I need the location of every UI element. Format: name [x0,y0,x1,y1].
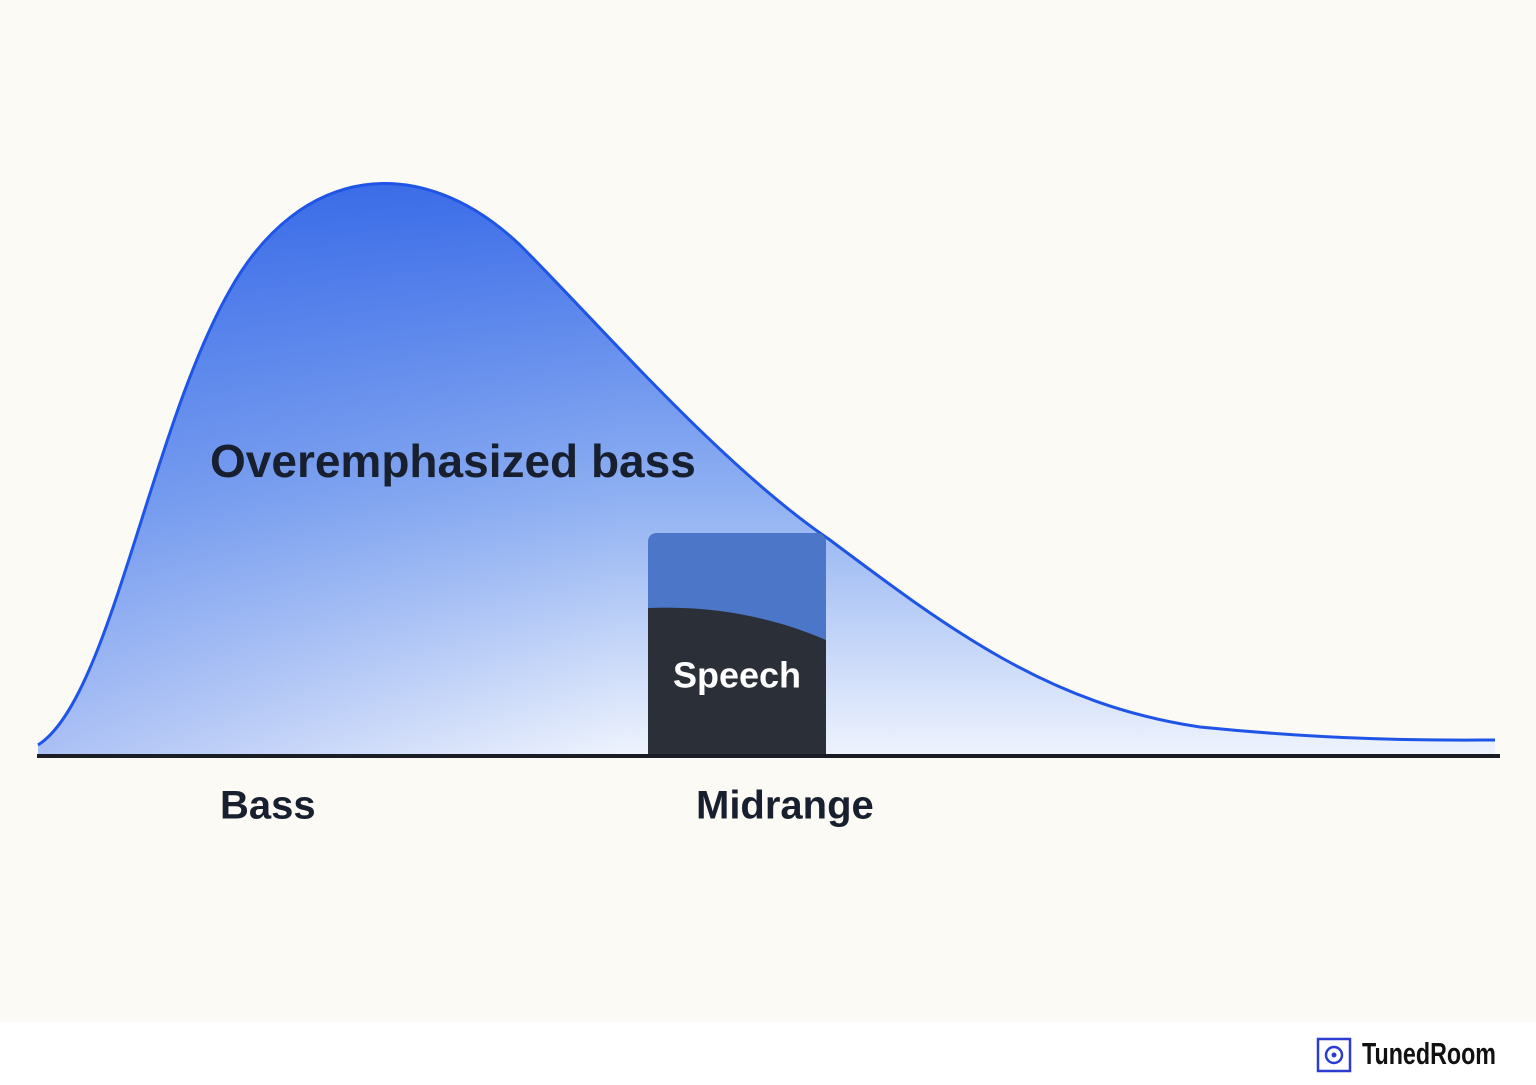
logo-icon [1316,1037,1352,1073]
curve-label: Overemphasized bass [210,435,696,487]
axis-label: Bass [220,784,316,828]
brand-name: TunedRoom [1362,1036,1496,1071]
logo-dot [1331,1052,1337,1058]
speech-box-overlap [648,533,826,640]
box-label: Speech [673,655,801,696]
curve-outline [37,181,1496,747]
logo-ring [1324,1045,1344,1065]
curve-shade [38,183,1495,755]
footer-background [0,1022,1536,1085]
axis-label: Midrange [696,784,874,828]
